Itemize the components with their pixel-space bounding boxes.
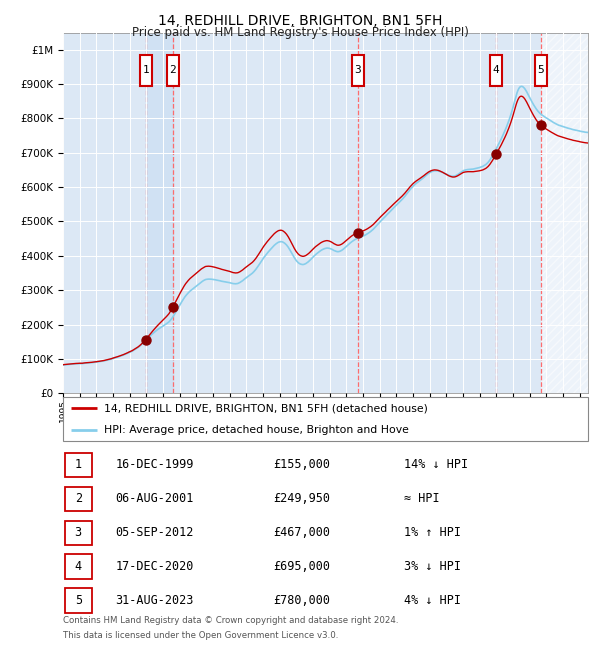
Text: 3: 3 — [74, 526, 82, 539]
FancyBboxPatch shape — [65, 588, 92, 612]
Text: 1: 1 — [142, 65, 149, 75]
Text: £780,000: £780,000 — [273, 593, 330, 606]
Text: 4% ↓ HPI: 4% ↓ HPI — [404, 593, 461, 606]
FancyBboxPatch shape — [535, 55, 547, 86]
Text: £695,000: £695,000 — [273, 560, 330, 573]
Bar — [146, 32, 173, 393]
FancyBboxPatch shape — [65, 453, 92, 477]
Text: 16-DEC-1999: 16-DEC-1999 — [115, 458, 194, 471]
FancyBboxPatch shape — [490, 55, 502, 86]
Text: 2: 2 — [169, 65, 176, 75]
FancyBboxPatch shape — [140, 55, 151, 86]
Text: 06-AUG-2001: 06-AUG-2001 — [115, 492, 194, 505]
Text: Contains HM Land Registry data © Crown copyright and database right 2024.: Contains HM Land Registry data © Crown c… — [63, 616, 398, 625]
Text: 1: 1 — [74, 458, 82, 471]
Text: This data is licensed under the Open Government Licence v3.0.: This data is licensed under the Open Gov… — [63, 630, 338, 640]
Text: ≈ HPI: ≈ HPI — [404, 492, 440, 505]
FancyBboxPatch shape — [65, 554, 92, 578]
Text: HPI: Average price, detached house, Brighton and Hove: HPI: Average price, detached house, Brig… — [104, 424, 409, 435]
FancyBboxPatch shape — [63, 396, 588, 441]
Text: 5: 5 — [74, 593, 82, 606]
Text: 14% ↓ HPI: 14% ↓ HPI — [404, 458, 469, 471]
Text: 5: 5 — [537, 65, 544, 75]
Text: 3% ↓ HPI: 3% ↓ HPI — [404, 560, 461, 573]
FancyBboxPatch shape — [352, 55, 364, 86]
Text: Price paid vs. HM Land Registry's House Price Index (HPI): Price paid vs. HM Land Registry's House … — [131, 26, 469, 39]
Text: 4: 4 — [74, 560, 82, 573]
Text: £155,000: £155,000 — [273, 458, 330, 471]
Text: 14, REDHILL DRIVE, BRIGHTON, BN1 5FH (detached house): 14, REDHILL DRIVE, BRIGHTON, BN1 5FH (de… — [104, 404, 428, 413]
FancyBboxPatch shape — [65, 487, 92, 511]
Bar — [541, 32, 596, 393]
Text: £467,000: £467,000 — [273, 526, 330, 539]
Text: 1% ↑ HPI: 1% ↑ HPI — [404, 526, 461, 539]
FancyBboxPatch shape — [65, 521, 92, 545]
Text: 3: 3 — [354, 65, 361, 75]
Text: 31-AUG-2023: 31-AUG-2023 — [115, 593, 194, 606]
Text: 14, REDHILL DRIVE, BRIGHTON, BN1 5FH: 14, REDHILL DRIVE, BRIGHTON, BN1 5FH — [158, 14, 442, 29]
Text: 2: 2 — [74, 492, 82, 505]
Text: £249,950: £249,950 — [273, 492, 330, 505]
Text: 17-DEC-2020: 17-DEC-2020 — [115, 560, 194, 573]
Text: 4: 4 — [492, 65, 499, 75]
FancyBboxPatch shape — [167, 55, 179, 86]
Text: 05-SEP-2012: 05-SEP-2012 — [115, 526, 194, 539]
